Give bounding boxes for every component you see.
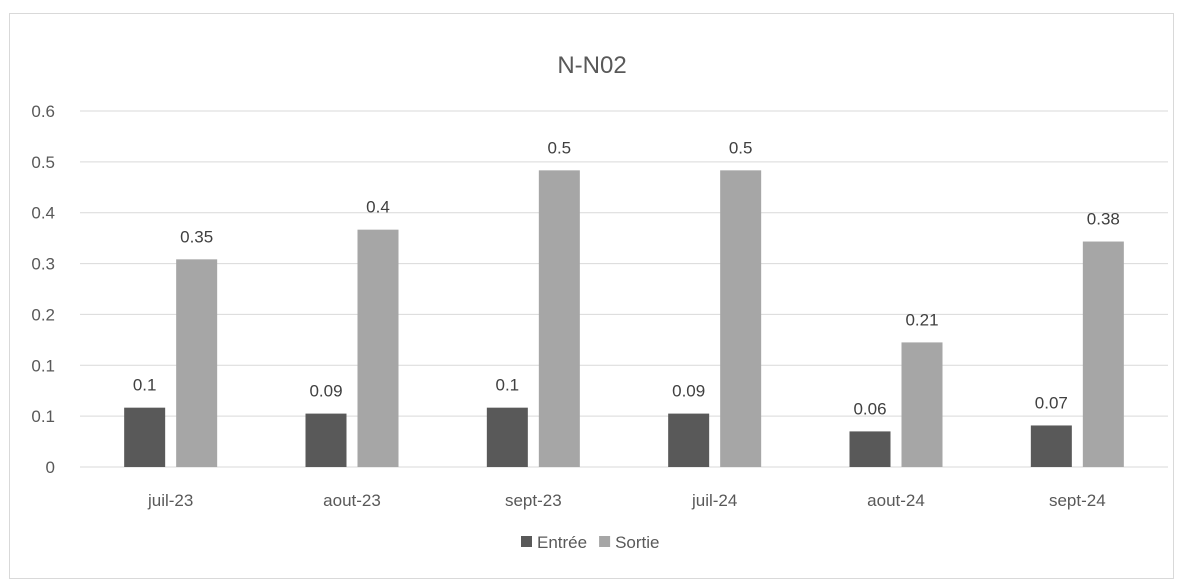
data-label: 0.5 — [548, 138, 572, 157]
data-label: 0.1 — [133, 376, 157, 395]
bars — [124, 170, 1124, 467]
y-tick-label: 0.4 — [31, 204, 55, 223]
x-tick-label: juil-23 — [147, 491, 193, 510]
data-label: 0.06 — [853, 399, 886, 418]
bar-sortie — [1083, 242, 1124, 467]
data-label: 0.4 — [366, 198, 390, 217]
x-tick-label: aout-23 — [323, 491, 381, 510]
y-axis: 0 0.1 0.1 0.2 0.3 0.4 0.5 0.6 — [31, 102, 55, 477]
y-tick-label: 0.1 — [31, 356, 55, 375]
data-labels: 0.1 0.35 0.09 0.4 0.1 0.5 0.09 0.5 0.06 0.21 0.07 0… — [133, 138, 1120, 418]
data-label: 0.07 — [1035, 393, 1068, 412]
legend-label: Entrée — [537, 533, 587, 552]
x-tick-label: sept-23 — [505, 491, 562, 510]
bar-sortie — [902, 342, 943, 467]
bar-entr-e — [124, 408, 165, 467]
bar-entr-e — [668, 414, 709, 467]
bar-sortie — [720, 170, 761, 467]
bar-entr-e — [1031, 425, 1072, 467]
data-label: 0.09 — [309, 382, 342, 401]
bar-sortie — [176, 259, 217, 467]
data-label: 0.5 — [729, 138, 753, 157]
y-tick-label: 0 — [46, 458, 55, 477]
y-tick-label: 0.1 — [31, 407, 55, 426]
x-tick-label: juil-24 — [691, 491, 737, 510]
legend-label: Sortie — [615, 533, 659, 552]
x-tick-label: sept-24 — [1049, 491, 1106, 510]
bar-sortie — [539, 170, 580, 467]
x-tick-label: aout-24 — [867, 491, 925, 510]
legend-swatch — [599, 536, 610, 547]
data-label: 0.21 — [905, 310, 938, 329]
legend: Entrée Sortie — [521, 533, 660, 552]
chart-title: N-N02 — [557, 52, 626, 79]
legend-swatch — [521, 536, 532, 547]
data-label: 0.35 — [180, 227, 213, 246]
bar-entr-e — [487, 408, 528, 467]
y-tick-label: 0.2 — [31, 305, 55, 324]
bar-entr-e — [306, 414, 347, 467]
y-tick-label: 0.6 — [31, 102, 55, 121]
y-tick-label: 0.3 — [31, 255, 55, 274]
y-tick-label: 0.5 — [31, 153, 55, 172]
data-label: 0.38 — [1087, 210, 1120, 229]
data-label: 0.09 — [672, 382, 705, 401]
x-axis: juil-23 aout-23 sept-23 juil-24 aout-24 sept-… — [147, 491, 1106, 510]
data-label: 0.1 — [496, 376, 520, 395]
bar-entr-e — [850, 431, 891, 467]
gridlines — [80, 111, 1168, 467]
bar-sortie — [358, 230, 399, 467]
